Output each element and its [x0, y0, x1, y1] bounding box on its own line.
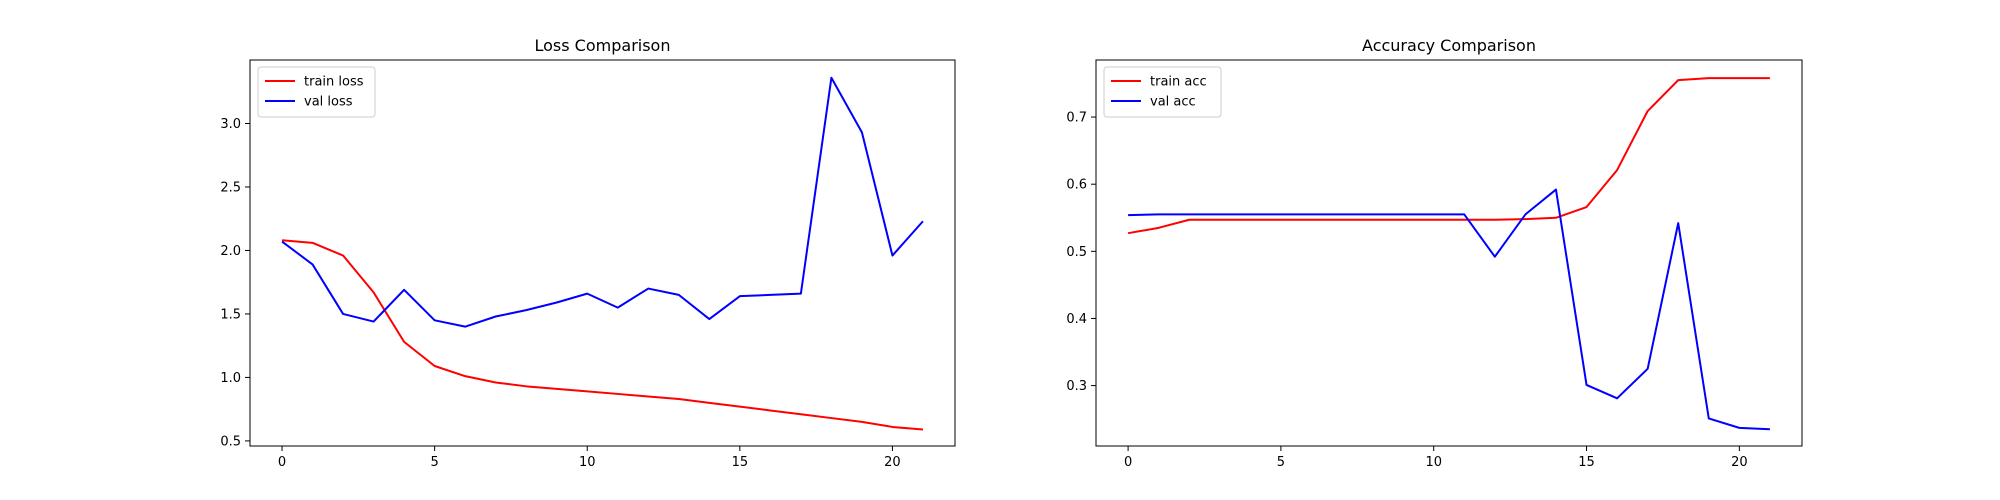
loss-y-tick-label: 1.5	[220, 307, 241, 322]
loss-chart: Loss Comparison 0 5 10 15 20 0.5 1.0 1.5 2.0 2.5 3.…	[220, 36, 956, 470]
accuracy-x-tick-label: 20	[1731, 455, 1748, 470]
val-acc-legend-label: val acc	[1150, 95, 1196, 110]
val-loss-line	[281, 76, 924, 328]
accuracy-axes-frame	[1095, 59, 1803, 447]
accuracy-y-tick-label: 0.4	[1066, 312, 1087, 327]
train-loss-line	[281, 239, 924, 431]
loss-x-tick-label: 0	[278, 455, 286, 470]
val-loss-legend-label: val loss	[304, 95, 353, 110]
loss-y-tick-label: 1.0	[220, 371, 241, 386]
loss-x-tick-label: 5	[431, 455, 439, 470]
train-loss-legend-label: train loss	[304, 75, 364, 90]
loss-legend: train loss val loss	[257, 66, 376, 118]
accuracy-x-tick-label: 10	[1425, 455, 1442, 470]
accuracy-y-tick-label: 0.5	[1066, 245, 1087, 260]
accuracy-plot-area	[1127, 77, 1770, 431]
loss-legend-box	[257, 66, 376, 118]
loss-x-tick-label: 15	[732, 455, 749, 470]
loss-plot-area	[281, 76, 924, 431]
accuracy-x-tick-label: 5	[1277, 455, 1285, 470]
accuracy-y-tick-label: 0.7	[1066, 111, 1087, 126]
train-acc-legend-label: train acc	[1150, 75, 1207, 90]
accuracy-chart: Accuracy Comparison 0 5 10 15 20 0.3 0.4 0.5 0.6 0…	[1066, 36, 1803, 470]
accuracy-y-tick-label: 0.6	[1066, 178, 1087, 193]
loss-x-tick-label: 10	[579, 455, 596, 470]
accuracy-legend-box	[1103, 66, 1222, 118]
loss-y-tick-label: 2.0	[220, 244, 241, 259]
loss-axes-frame	[249, 59, 956, 447]
train-acc-line	[1127, 77, 1770, 235]
accuracy-chart-title: Accuracy Comparison	[1362, 36, 1536, 55]
loss-y-tick-label: 0.5	[220, 434, 241, 449]
accuracy-x-tick-label: 15	[1578, 455, 1595, 470]
accuracy-x-tick-label: 0	[1124, 455, 1132, 470]
accuracy-legend: train acc val acc	[1103, 66, 1222, 118]
loss-y-tick-label: 2.5	[220, 180, 241, 195]
loss-chart-title: Loss Comparison	[535, 36, 671, 55]
val-acc-line	[1128, 188, 1770, 431]
accuracy-y-tick-label: 0.3	[1066, 379, 1087, 394]
loss-x-tick-label: 20	[884, 455, 901, 470]
loss-y-tick-label: 3.0	[220, 117, 241, 132]
